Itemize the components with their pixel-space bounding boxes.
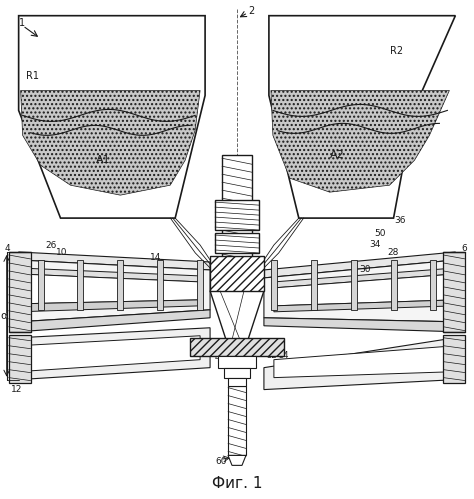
Bar	[443, 335, 465, 383]
Bar	[215, 200, 259, 230]
Bar	[37, 260, 44, 310]
Text: 42: 42	[215, 345, 226, 354]
Text: 2: 2	[248, 5, 254, 15]
Text: 34: 34	[370, 240, 381, 249]
Text: 54: 54	[231, 351, 242, 360]
Bar	[391, 260, 397, 310]
Polygon shape	[264, 252, 456, 278]
Bar	[218, 356, 256, 368]
Text: 14: 14	[150, 253, 162, 262]
Text: 12: 12	[11, 385, 22, 394]
Text: 8: 8	[11, 377, 17, 386]
Bar	[228, 386, 246, 456]
Bar	[9, 335, 31, 383]
Text: R1: R1	[26, 70, 38, 80]
Bar	[210, 256, 264, 291]
Text: 28: 28	[388, 249, 399, 257]
Bar	[190, 338, 284, 356]
Polygon shape	[21, 90, 200, 195]
Polygon shape	[274, 300, 456, 312]
Bar	[118, 260, 123, 310]
Polygon shape	[210, 291, 264, 340]
Polygon shape	[274, 268, 456, 288]
Text: 50: 50	[374, 229, 386, 238]
Text: 32: 32	[266, 351, 276, 360]
Polygon shape	[264, 260, 456, 322]
Bar	[228, 378, 246, 386]
Text: 1: 1	[18, 17, 25, 27]
Text: 54: 54	[278, 351, 288, 360]
Text: 6: 6	[461, 244, 467, 252]
Bar	[224, 368, 250, 378]
Bar	[443, 252, 465, 332]
Text: 10: 10	[55, 249, 67, 257]
Text: 36: 36	[394, 216, 406, 225]
Polygon shape	[18, 300, 200, 312]
Text: A1: A1	[95, 155, 110, 165]
Polygon shape	[269, 15, 456, 218]
Text: 58: 58	[225, 339, 236, 348]
Polygon shape	[18, 328, 210, 380]
Polygon shape	[274, 274, 456, 306]
Text: 44: 44	[215, 353, 226, 362]
Text: 50: 50	[258, 339, 268, 348]
Text: 56: 56	[231, 361, 242, 370]
Polygon shape	[18, 15, 205, 218]
Polygon shape	[18, 310, 210, 332]
Bar	[222, 155, 252, 290]
Polygon shape	[264, 338, 456, 390]
Bar	[271, 260, 277, 310]
Text: 4: 4	[5, 244, 11, 252]
Polygon shape	[18, 336, 200, 372]
Text: α: α	[0, 311, 8, 321]
Polygon shape	[18, 268, 200, 282]
Text: 30: 30	[360, 265, 371, 274]
Polygon shape	[18, 252, 210, 270]
Bar	[197, 260, 203, 310]
Bar	[77, 260, 83, 310]
Bar	[430, 260, 437, 310]
Polygon shape	[18, 274, 200, 304]
Text: Фиг. 1: Фиг. 1	[212, 476, 262, 492]
Text: 52: 52	[272, 339, 283, 348]
Text: 26: 26	[46, 241, 57, 250]
Bar	[311, 260, 317, 310]
Bar	[157, 260, 163, 310]
Text: A2: A2	[330, 150, 345, 160]
Polygon shape	[18, 260, 210, 322]
Polygon shape	[264, 318, 456, 332]
Text: R2: R2	[390, 45, 403, 55]
Polygon shape	[274, 346, 456, 378]
Text: 60: 60	[215, 457, 227, 466]
Text: 40: 40	[193, 339, 204, 348]
Bar	[215, 233, 259, 253]
Polygon shape	[271, 90, 449, 192]
Polygon shape	[228, 456, 246, 466]
Bar	[351, 260, 356, 310]
Bar	[9, 252, 31, 332]
